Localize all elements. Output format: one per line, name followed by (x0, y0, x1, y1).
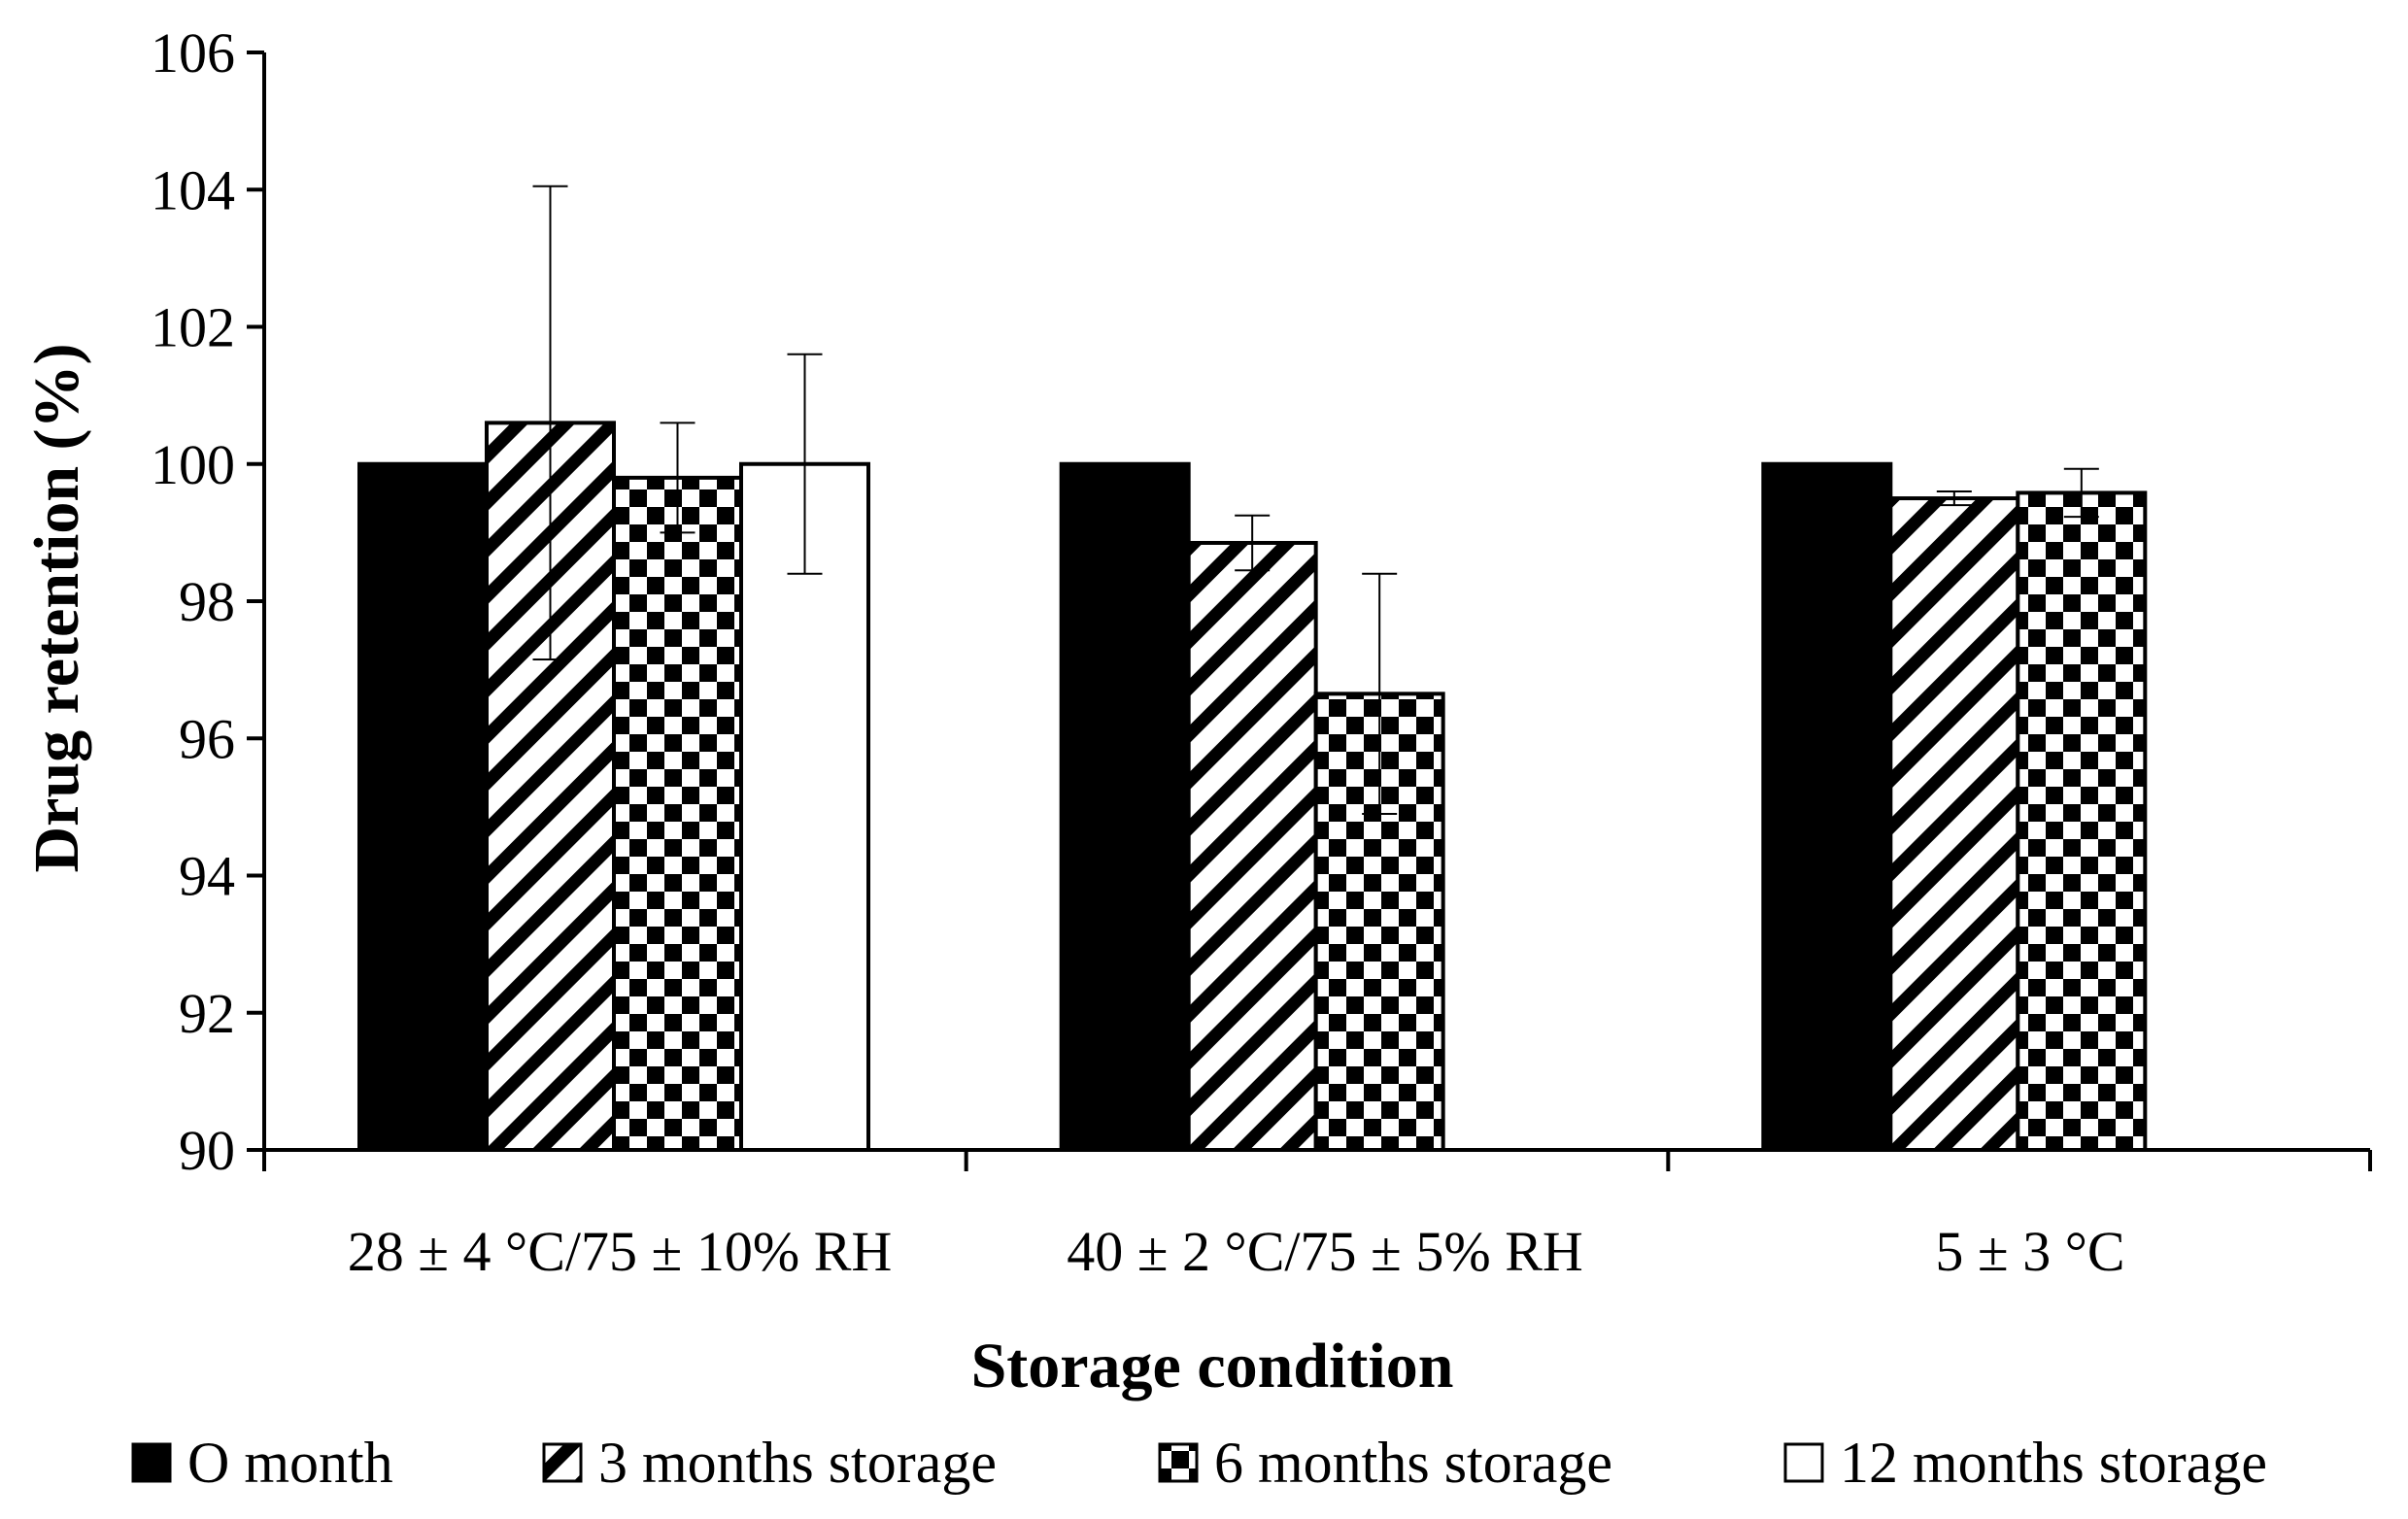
error-bar (532, 185, 568, 661)
bar-6-months-storage-cat3 (2016, 490, 2148, 1153)
y-tick-label: 96 (179, 707, 235, 770)
error-bar (2063, 467, 2099, 519)
bar-12-months-storage-cat1 (739, 461, 870, 1152)
legend-swatch-white (1783, 1442, 1824, 1483)
bars-layer (357, 421, 2148, 1153)
y-tick-label: 102 (151, 296, 235, 359)
legend-label-6-months: 6 months storage (1214, 1431, 1612, 1495)
legend-label-o-month: O month (187, 1431, 393, 1495)
bar-o-month-cat1 (357, 461, 489, 1152)
legend-swatch-solid (131, 1442, 172, 1483)
y-tick-label: 92 (179, 982, 235, 1045)
legend-item-12-months: 12 months storage (1783, 1431, 2267, 1495)
y-tick-label: 104 (151, 158, 235, 221)
error-bar (1235, 514, 1271, 572)
legend-swatch-checker (1158, 1442, 1199, 1483)
bar-o-month-cat2 (1059, 461, 1191, 1152)
legend-item-o-month: O month (131, 1431, 393, 1495)
error-bar (1936, 490, 1972, 507)
legend-label-3-months: 3 months storage (598, 1431, 997, 1495)
error-bars-layer (532, 185, 2099, 815)
y-tick-label: 98 (179, 570, 235, 633)
category-label-1: 28 ± 4 °C/75 ± 10% RH (348, 1220, 893, 1283)
bar-3-months-storage-cat2 (1186, 540, 1318, 1152)
legend-item-3-months: 3 months storage (542, 1431, 997, 1495)
bar-o-month-cat3 (1761, 461, 1893, 1152)
y-tick-label: 94 (179, 845, 235, 908)
legend-swatch-diagonal (542, 1442, 583, 1483)
legend-label-12-months: 12 months storage (1840, 1431, 2267, 1495)
y-tick-label: 100 (151, 433, 235, 496)
error-bar (660, 422, 695, 534)
plot-area: 90 92 94 96 98 100 102 104 106 (151, 21, 2372, 1182)
legend: O month 3 months storage 6 months storag… (131, 1431, 2267, 1495)
y-tick-label: 106 (151, 21, 235, 84)
y-tick-label: 90 (179, 1119, 235, 1182)
bar-6-months-storage-cat1 (612, 475, 743, 1152)
x-axis-title: Storage condition (971, 1331, 1454, 1401)
error-bar (1362, 572, 1398, 815)
x-ticks (262, 1150, 2372, 1171)
category-label-3: 5 ± 3 °C (1935, 1220, 2124, 1283)
error-bar (787, 353, 823, 575)
bar-3-months-storage-cat3 (1888, 496, 2020, 1152)
category-labels: 28 ± 4 °C/75 ± 10% RH 40 ± 2 °C/75 ± 5% … (348, 1220, 2125, 1283)
y-ticks: 90 92 94 96 98 100 102 104 106 (151, 21, 264, 1182)
category-label-2: 40 ± 2 °C/75 ± 5% RH (1067, 1220, 1583, 1283)
y-axis-title: Drug retention (%) (21, 343, 92, 872)
legend-item-6-months: 6 months storage (1158, 1431, 1612, 1495)
